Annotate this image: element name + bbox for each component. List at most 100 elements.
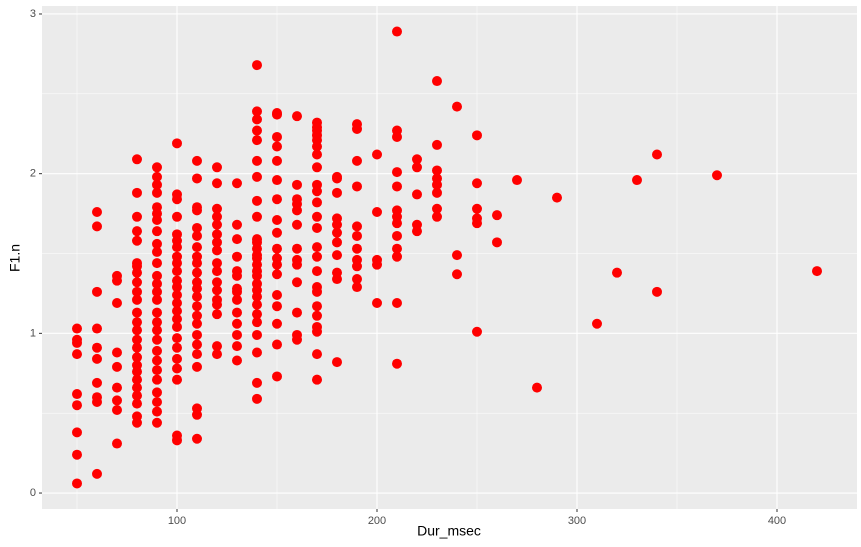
point [272,290,282,301]
point [72,478,82,489]
point [252,106,262,117]
point [172,321,182,332]
point [132,334,142,345]
point [272,371,282,382]
point [252,291,262,302]
x-tick-label: 400 [768,515,786,527]
point [332,357,342,368]
point [652,149,662,160]
point [192,301,202,312]
point [72,337,82,348]
point [152,246,162,257]
point [272,269,282,280]
point [652,286,662,297]
point [432,76,442,87]
point [132,342,142,353]
point [152,417,162,428]
point [252,299,262,310]
point [132,226,142,237]
point [132,307,142,318]
point [132,382,142,393]
point [312,374,322,385]
point [132,187,142,198]
point [212,178,222,189]
point [132,366,142,377]
point [112,404,122,415]
point [292,243,302,254]
point [312,162,322,173]
point [132,352,142,363]
point [212,299,222,310]
point [332,227,342,238]
point [72,427,82,438]
point [232,294,242,305]
point [352,230,362,241]
point [192,361,202,372]
point [252,309,262,320]
point [312,149,322,160]
point [432,211,442,222]
point [412,162,422,173]
point [392,230,402,241]
point [152,286,162,297]
point [152,317,162,328]
point [152,345,162,356]
point [292,307,302,318]
point [192,155,202,166]
point [172,313,182,324]
point [152,214,162,225]
point [172,305,182,316]
point [432,179,442,190]
point [292,259,302,270]
point [232,307,242,318]
point [72,389,82,400]
point [252,114,262,125]
point [592,318,602,329]
point [112,438,122,449]
point [92,323,102,334]
point [232,355,242,366]
point [92,206,102,217]
point [232,270,242,281]
point [712,170,722,181]
point [192,339,202,350]
point [152,294,162,305]
point [272,131,282,142]
point [212,237,222,248]
point [312,310,322,321]
x-axis-title: Dur_msec [417,523,481,539]
point [192,409,202,420]
point [212,219,222,230]
point [192,349,202,360]
y-tick-label: 3 [30,8,36,20]
point [312,222,322,233]
point [332,173,342,184]
point [552,192,562,203]
point [312,242,322,253]
point [152,397,162,408]
point [232,251,242,262]
point [152,374,162,385]
point [172,374,182,385]
point [352,123,362,134]
point [232,219,242,230]
point [152,355,162,366]
point [132,390,142,401]
point [312,211,322,222]
point [132,277,142,288]
point [172,138,182,149]
y-tick-label: 1 [30,327,36,339]
panel [42,6,857,509]
point [92,468,102,479]
x-tick-label: 100 [168,515,186,527]
point [272,155,282,166]
point [232,178,242,189]
point [212,341,222,352]
point [92,397,102,408]
point [252,155,262,166]
point [72,449,82,460]
y-tick-label: 0 [30,487,36,499]
point [172,353,182,364]
